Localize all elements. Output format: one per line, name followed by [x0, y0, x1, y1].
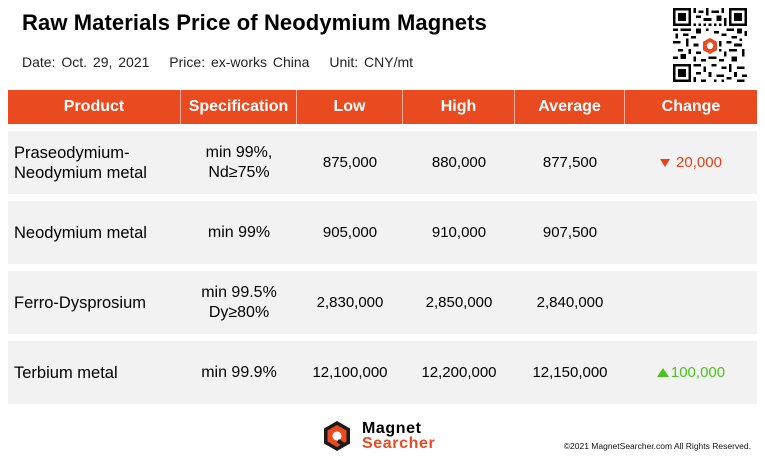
column-header-change: Change	[661, 98, 721, 115]
change-cell: 20,000	[625, 131, 757, 194]
low-price-cell: 875,000	[322, 154, 378, 171]
specification-line: Dy≥80%	[208, 303, 270, 321]
low-price-cell: 905,000	[322, 224, 378, 241]
specification-line: min 99%,	[205, 143, 273, 161]
price-basis-text: Price: ex-works China	[169, 54, 310, 70]
average-price-cell: 907,500	[542, 224, 598, 241]
high-price-cell: 2,850,000	[425, 294, 493, 311]
column-header-product: Product	[8, 90, 181, 124]
high-price-cell: 910,000	[431, 224, 487, 241]
change-value: 100,000	[670, 364, 726, 381]
average-price-cell: 877,500	[542, 154, 598, 171]
specification-cell: min 99%, Nd≥75%	[181, 131, 297, 194]
product-cell: Praseodymium- Neodymium metal	[8, 131, 181, 194]
specification-cell: min 99.5% Dy≥80%	[181, 271, 297, 334]
product-name-line: Neodymium metal	[14, 163, 147, 182]
triangle-up-icon	[656, 368, 669, 377]
column-header-low: Low	[297, 90, 403, 124]
average-price-cell: 2,840,000	[536, 294, 604, 311]
low-price-cell: 12,100,000	[312, 364, 388, 381]
change-cell	[625, 271, 757, 334]
date-text: Date: Oct. 29, 2021	[22, 54, 150, 70]
low-price-cell: 2,830,000	[316, 294, 384, 311]
column-header-average: Average	[515, 90, 625, 124]
product-cell: Terbium metal	[14, 363, 118, 382]
change-value: 20,000	[676, 154, 722, 171]
specification-cell: min 99%	[207, 223, 271, 241]
copyright-text: ©2021 MagnetSearcher.com All Rights Rese…	[563, 441, 751, 451]
specification-line: Nd≥75%	[208, 163, 270, 181]
logo-wordmark-bottom: Searcher	[362, 435, 436, 452]
product-name-line: Praseodymium-	[14, 143, 130, 162]
logo-wordmark-top: Magnet	[362, 420, 422, 437]
page-title: Raw Materials Price of Neodymium Magnets	[22, 10, 487, 35]
change-cell: 100,000	[625, 341, 757, 404]
column-header-specification: Specification	[181, 90, 297, 124]
unit-text: Unit: CNY/mt	[329, 54, 414, 70]
table-row: Terbium metal min 99.9% 12,100,000 12,20…	[8, 341, 757, 404]
triangle-down-icon	[660, 158, 671, 167]
price-table: Product Specification Low High Average C…	[8, 90, 757, 404]
qr-code-icon	[673, 8, 747, 82]
specification-cell: min 99.9%	[201, 363, 277, 381]
magnet-searcher-logo: Magnet Searcher	[322, 420, 435, 452]
column-header-high: High	[403, 90, 515, 124]
change-cell	[625, 201, 757, 264]
product-cell: Neodymium metal	[14, 223, 147, 242]
subtitle: Date: Oct. 29, 2021 Price: ex-works Chin…	[22, 54, 427, 70]
table-row: Neodymium metal min 99% 905,000 910,000 …	[8, 201, 757, 264]
magnet-searcher-logo-icon	[324, 421, 350, 451]
specification-line: min 99.5%	[201, 283, 277, 301]
high-price-cell: 12,200,000	[421, 364, 497, 381]
table-header: Product Specification Low High Average C…	[8, 90, 757, 124]
table-row: Ferro-Dysprosium min 99.5% Dy≥80% 2,830,0…	[8, 271, 757, 334]
average-price-cell: 12,150,000	[532, 364, 608, 381]
product-cell: Ferro-Dysprosium	[14, 293, 147, 312]
table-row: Praseodymium- Neodymium metal min 99%, Nd≥…	[8, 131, 757, 194]
high-price-cell: 880,000	[431, 154, 487, 171]
